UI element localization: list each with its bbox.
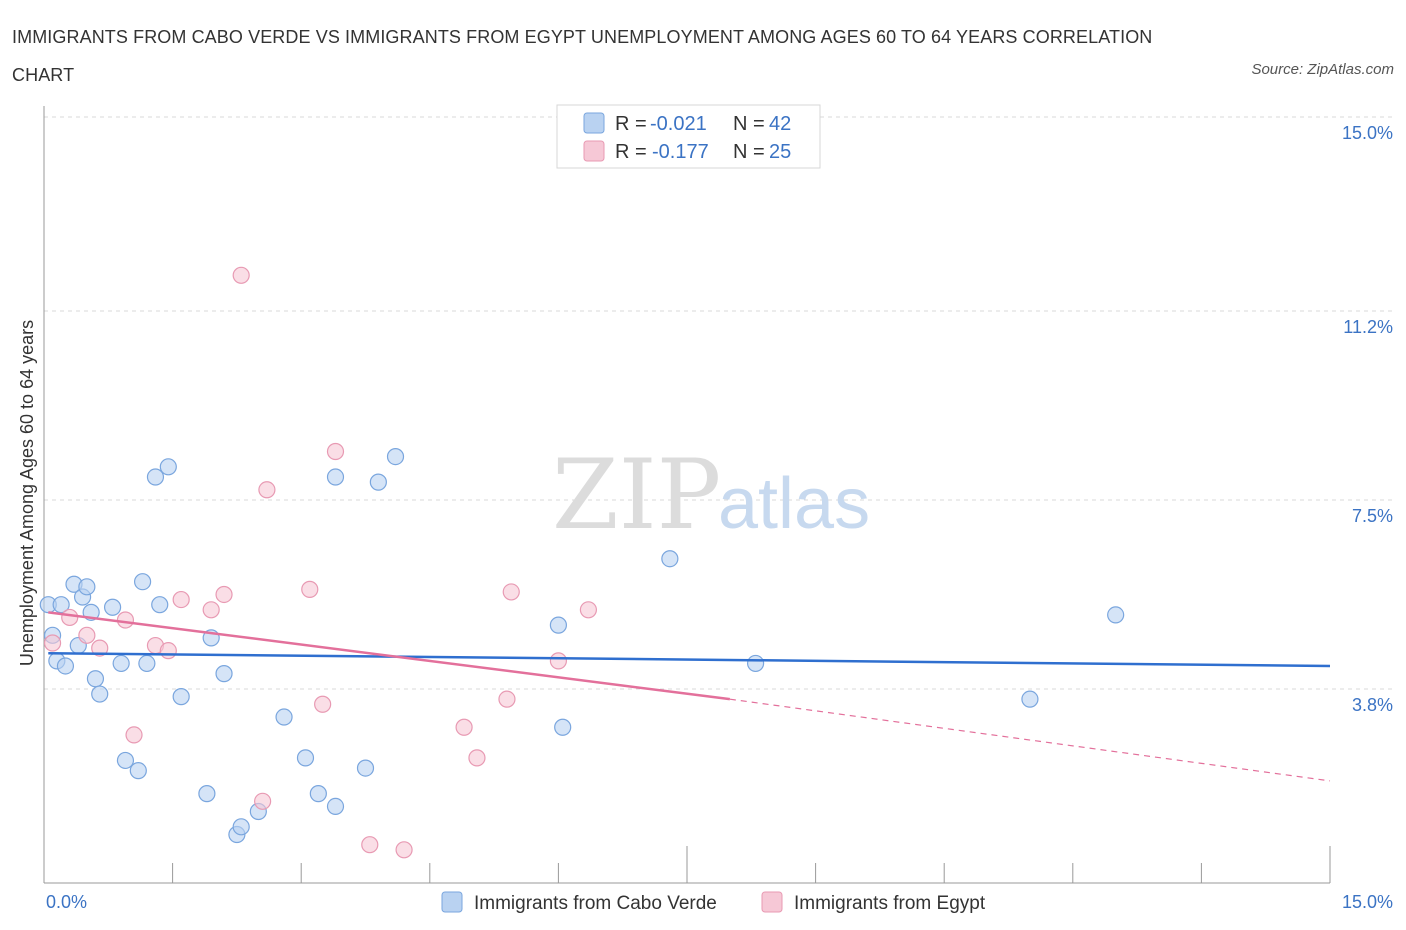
cabo-verde-point-20	[159, 458, 177, 476]
egypt-point-21	[498, 690, 516, 708]
egypt-point-1	[61, 608, 79, 627]
cabo-verde-point-36	[549, 616, 568, 634]
cabo-verde-point-18	[146, 468, 165, 486]
series-egypt-points	[43, 266, 598, 859]
cabo-verde-point-3	[52, 596, 70, 614]
egypt-point-0	[43, 634, 62, 652]
cabo-verde-point-13	[112, 654, 130, 673]
egypt-trend-line	[48, 611, 731, 701]
series-cabo-verde-points	[39, 447, 1125, 844]
series-legend: Immigrants from Cabo Verde Immigrants fr…	[441, 891, 986, 914]
egypt-point-23	[549, 652, 568, 670]
y-tick-label-1: 7.5%	[1352, 506, 1393, 526]
cabo-verde-point-14	[116, 751, 135, 770]
legend-n-value-1: 42	[769, 113, 791, 135]
egypt-point-12	[254, 792, 272, 810]
egypt-point-14	[301, 580, 319, 598]
cabo-verde-point-4	[56, 657, 75, 675]
egypt-point-2	[78, 626, 96, 644]
cabo-verde-point-39	[746, 654, 765, 673]
egypt-point-5	[125, 726, 143, 744]
legend-r-label-2: R =	[615, 141, 647, 163]
egypt-point-8	[172, 590, 190, 609]
cabo-verde-point-30	[309, 785, 327, 803]
egypt-point-20	[468, 749, 486, 767]
cabo-verde-point-8	[78, 578, 96, 596]
x-tick-labels: 0.0% 15.0%	[46, 892, 1393, 912]
egypt-point-22	[502, 583, 520, 601]
y-tick-labels: 3.8% 7.5% 11.2% 15.0%	[1342, 123, 1393, 715]
cabo-verde-point-28	[275, 708, 293, 726]
legend-n-value-2: 25	[769, 141, 791, 163]
egypt-point-17	[361, 836, 379, 854]
y-tick-label-2: 11.2%	[1343, 317, 1393, 337]
cabo-verde-point-35	[386, 447, 405, 466]
cabo-verde-point-24	[215, 665, 233, 683]
cabo-verde-point-38	[661, 550, 679, 568]
cabo-verde-point-12	[103, 598, 122, 616]
cabo-verde-trend-line	[48, 651, 1331, 668]
egypt-point-7	[159, 642, 177, 660]
series-legend-swatch-egypt	[761, 891, 783, 913]
cabo-verde-point-11	[91, 685, 109, 703]
x-tick-label-max: 15.0%	[1342, 892, 1393, 912]
cabo-verde-point-34	[369, 473, 387, 491]
cabo-verde-point-33	[356, 759, 375, 777]
egypt-point-13	[258, 481, 276, 499]
legend-r-label-1: R =	[615, 113, 647, 135]
cabo-verde-point-40	[1021, 690, 1039, 708]
cabo-verde-point-32	[326, 797, 345, 816]
egypt-point-18	[395, 841, 413, 859]
cabo-verde-point-10	[86, 670, 105, 688]
legend-n-label-2: N =	[733, 141, 765, 163]
series-legend-swatch-cabo-verde	[441, 891, 463, 913]
series-legend-label-cabo-verde: Immigrants from Cabo Verde	[474, 893, 717, 914]
legend-swatch-pink	[583, 140, 605, 162]
correlation-legend: R = -0.021 N = 42 R = -0.177 N = 25	[556, 104, 821, 169]
legend-r-value-1: -0.021	[650, 113, 707, 135]
cabo-verde-point-16	[133, 573, 152, 591]
cabo-verde-point-37	[554, 718, 572, 736]
axes	[43, 106, 1331, 884]
watermark-zip: ZIP	[552, 439, 721, 551]
watermark-atlas: atlas	[718, 464, 870, 544]
egypt-point-11	[232, 266, 250, 284]
cabo-verde-point-29	[296, 749, 315, 767]
gridlines	[44, 116, 1393, 690]
cabo-verde-point-26	[232, 818, 250, 836]
egypt-point-3	[91, 639, 109, 657]
cabo-verde-point-15	[129, 762, 147, 780]
x-tick-label-min: 0.0%	[46, 892, 87, 912]
source-label: Source: ZipAtlas.com	[1251, 61, 1394, 78]
trend-lines	[48, 611, 1331, 782]
egypt-point-15	[314, 695, 332, 713]
egypt-point-9	[202, 601, 220, 619]
y-tick-label-0: 3.8%	[1352, 695, 1393, 715]
egypt-point-16	[326, 442, 345, 461]
legend-n-label-1: N =	[733, 113, 765, 135]
legend-swatch-blue	[583, 112, 605, 134]
egypt-trend-line-extension	[729, 698, 1331, 782]
cabo-verde-point-19	[151, 596, 169, 614]
series-legend-label-egypt: Immigrants from Egypt	[794, 893, 986, 914]
cabo-verde-point-41	[1107, 606, 1125, 624]
cabo-verde-point-22	[198, 785, 216, 803]
egypt-point-4	[116, 611, 135, 629]
egypt-point-24	[579, 601, 598, 619]
chart-title: IMMIGRANTS FROM CABO VERDE VS IMMIGRANTS…	[12, 27, 1153, 85]
y-axis-label: Unemployment Among Ages 60 to 64 years	[17, 320, 37, 666]
y-tick-label-3: 15.0%	[1342, 123, 1393, 143]
egypt-point-19	[455, 718, 473, 736]
legend-r-value-2: -0.177	[652, 141, 709, 163]
egypt-point-10	[215, 585, 233, 604]
cabo-verde-point-31	[326, 468, 345, 486]
cabo-verde-point-17	[138, 654, 156, 673]
cabo-verde-point-21	[172, 688, 190, 706]
